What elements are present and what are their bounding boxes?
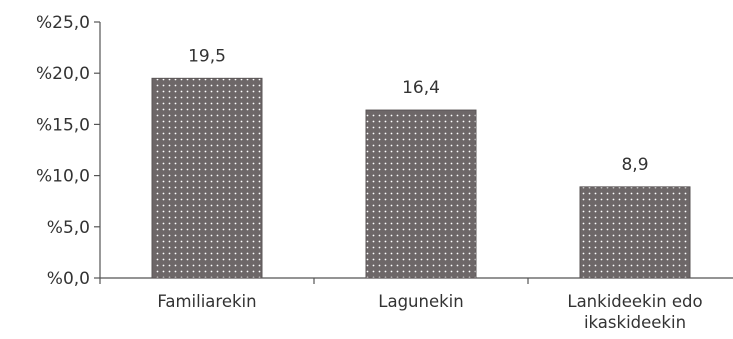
data-label: 16,4 [402, 78, 440, 98]
bar [151, 77, 263, 279]
y-tick-label: %25,0 [36, 13, 90, 33]
bar [579, 186, 691, 279]
data-label: 8,9 [621, 155, 648, 175]
bars [151, 77, 691, 279]
bar [365, 109, 477, 279]
data-labels: 19,5 16,4 8,9 [188, 46, 648, 175]
y-tick-label: %15,0 [36, 115, 90, 135]
category-label: ikaskideekin [584, 313, 686, 332]
category-label: Lankideekin edo [567, 292, 702, 311]
category-label: Familiarekin [157, 292, 256, 311]
y-tick-label: %20,0 [36, 64, 90, 84]
y-axis: %0,0 %5,0 %10,0 %15,0 %20,0 %25,0 [36, 13, 101, 289]
data-label: 19,5 [188, 46, 226, 66]
y-tick-label: %5,0 [47, 218, 90, 238]
category-label: Lagunekin [378, 292, 463, 311]
x-axis: Familiarekin Lagunekin Lankideekin edo ikas… [99, 277, 733, 332]
y-tick-label: %0,0 [47, 269, 90, 289]
y-tick-label: %10,0 [36, 167, 90, 187]
